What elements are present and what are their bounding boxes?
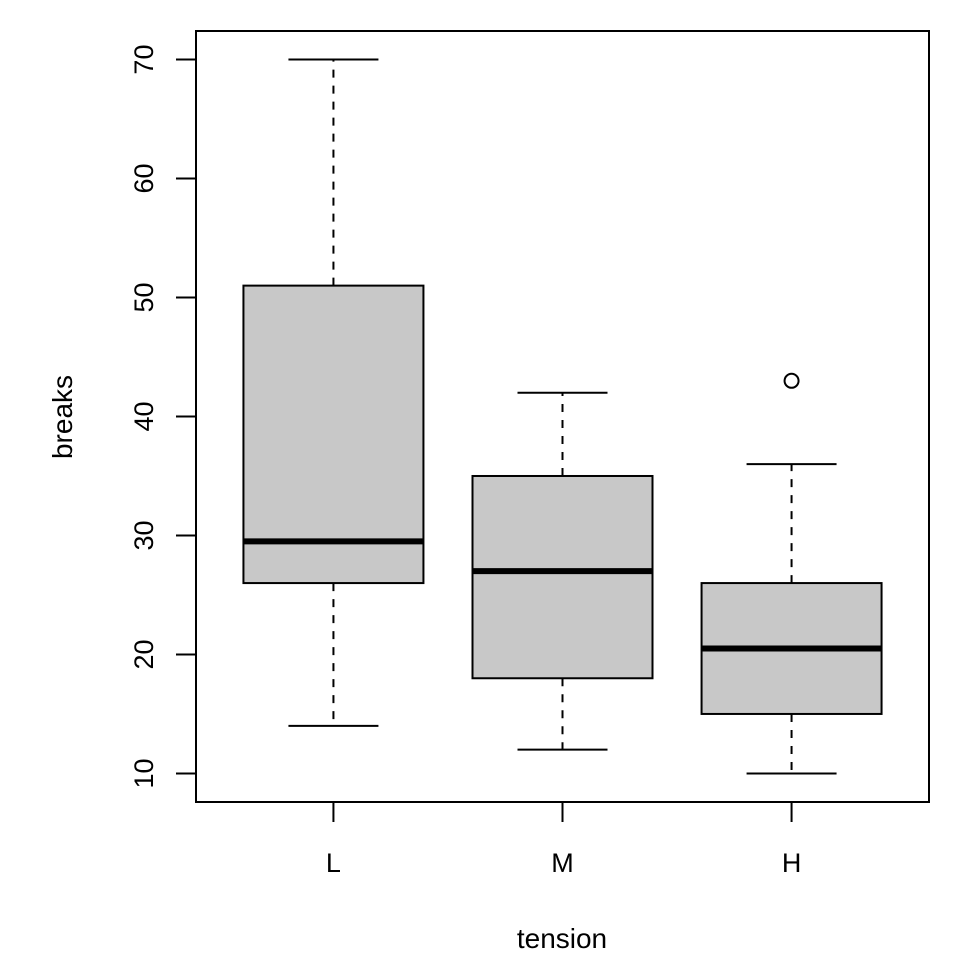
box-l bbox=[242, 284, 425, 585]
x-axis-title: tension bbox=[517, 923, 607, 954]
box-group-m bbox=[471, 391, 654, 751]
x-tick-label-m: M bbox=[551, 848, 574, 878]
y-tick-label-20: 20 bbox=[129, 639, 159, 669]
outlier-point-h-0 bbox=[783, 372, 800, 389]
x-tick-label-h: H bbox=[782, 848, 802, 878]
y-tick-label-60: 60 bbox=[129, 164, 159, 194]
y-tick-label-50: 50 bbox=[129, 282, 159, 312]
y-axis-title: breaks bbox=[47, 375, 78, 459]
box-group-l bbox=[242, 58, 425, 727]
box-group-h bbox=[700, 372, 883, 775]
y-tick-label-10: 10 bbox=[129, 758, 159, 788]
axes: L M H 10 20 30 40 50 60 70 bbox=[129, 45, 801, 878]
plot-area bbox=[242, 58, 883, 775]
box-m bbox=[471, 474, 654, 680]
x-tick-label-l: L bbox=[326, 848, 341, 878]
y-tick-label-40: 40 bbox=[129, 401, 159, 431]
y-tick-label-70: 70 bbox=[129, 45, 159, 75]
y-tick-label-30: 30 bbox=[129, 520, 159, 550]
